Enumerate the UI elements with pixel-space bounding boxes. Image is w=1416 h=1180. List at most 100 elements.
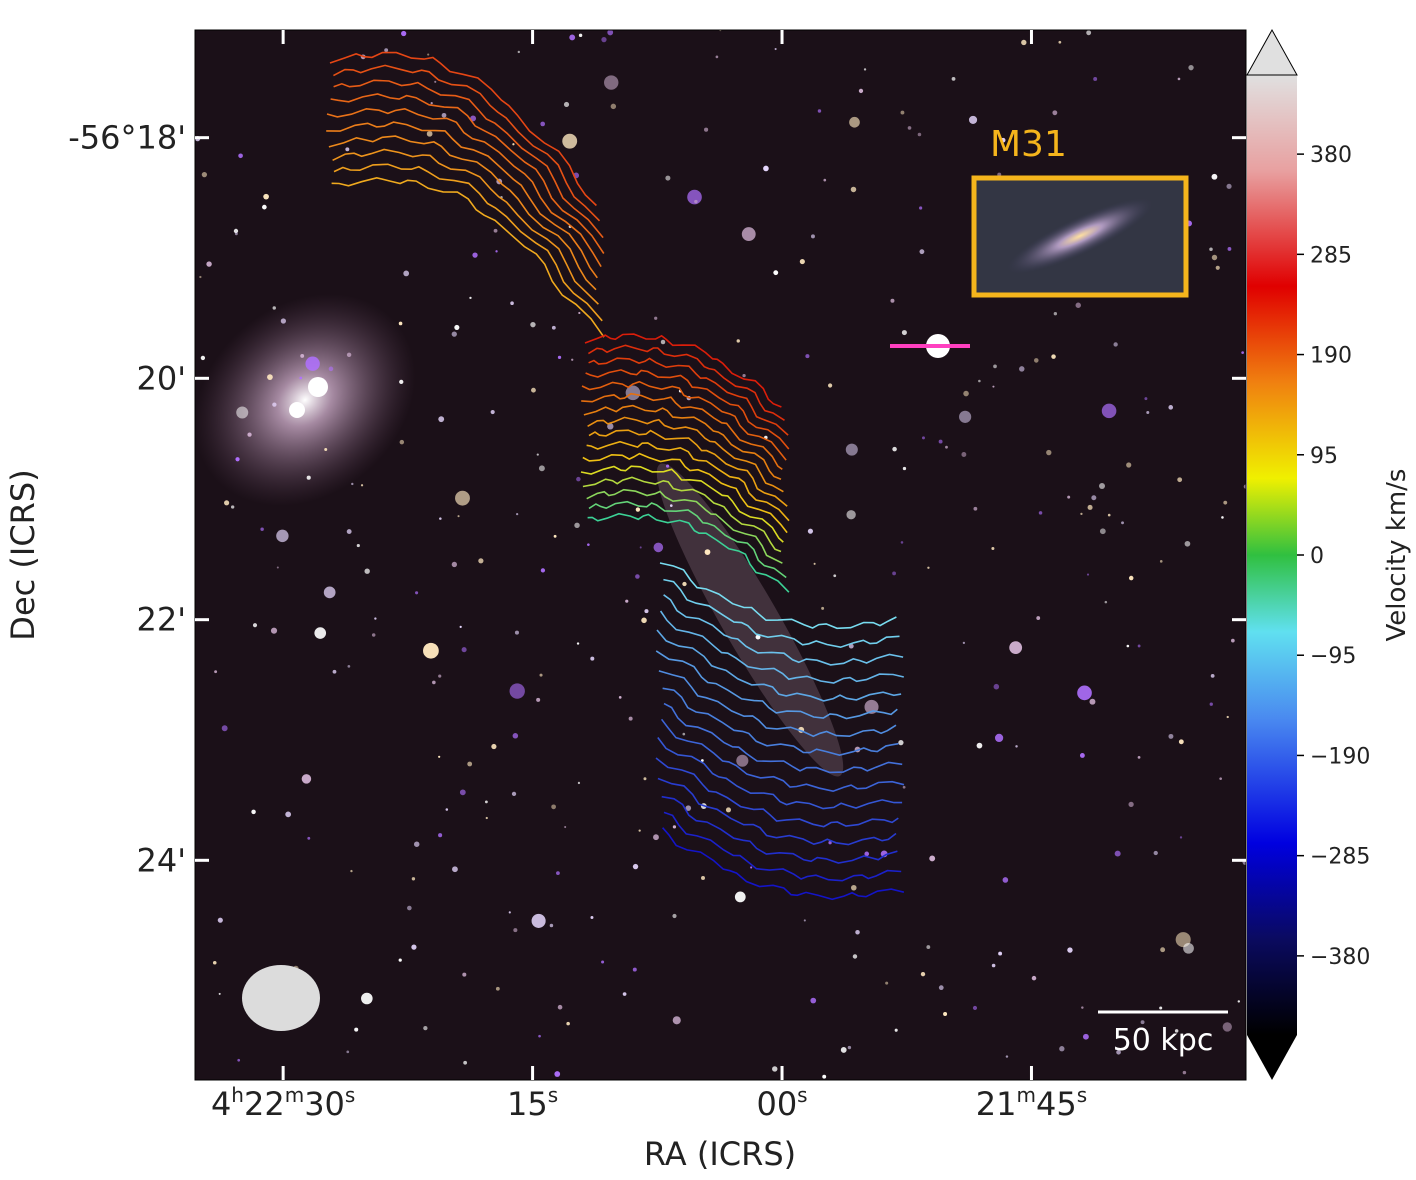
star [430,102,433,105]
star [890,298,895,303]
star [694,199,698,204]
star [1104,600,1108,604]
star [625,599,629,603]
tick-label-part: 30 [304,1085,345,1123]
star [557,1004,563,1010]
tick-label-part: 21 [976,1085,1017,1123]
star [1210,673,1215,678]
sky-layer [195,30,1246,1079]
star [454,324,460,330]
contour [588,357,789,436]
star [512,733,519,739]
star [459,625,462,628]
star [251,809,256,815]
m31-image [1007,198,1153,274]
star [755,634,761,640]
star [810,997,817,1004]
star [920,971,926,977]
star [540,568,546,573]
star [823,178,827,182]
star [564,826,567,829]
star [398,958,402,962]
star [364,568,370,574]
star [323,586,336,599]
star [643,777,647,781]
star [285,811,292,818]
colorbar-tick-label: −95 [1310,644,1356,669]
star [235,457,240,462]
star [833,574,837,578]
star [1222,1022,1232,1032]
star [610,103,617,110]
contour [659,610,904,684]
star [672,913,677,919]
star [272,306,276,310]
star [672,825,677,829]
star [1219,777,1222,781]
contour [333,64,601,222]
star [1223,500,1228,505]
colorbar-tick-label: −380 [1310,945,1370,970]
colorbar-tick-label: −285 [1310,845,1370,870]
star [846,510,856,520]
inset-label: M31 [990,124,1067,165]
star [734,891,746,903]
colorbar-tick-label: 380 [1310,143,1352,168]
star [484,800,488,804]
star [736,339,740,343]
star [1137,755,1141,759]
star [1211,173,1218,180]
star [929,855,936,862]
star [682,732,686,736]
star [687,189,702,205]
star [943,1011,948,1016]
x-axis-label: RA (ICRS) [644,1135,796,1173]
star [510,301,514,306]
star [462,972,467,977]
contour [581,392,783,470]
star [1091,495,1097,501]
x-tick-label: 4h22m30s [211,1083,355,1123]
x-tick-label: 00s [756,1083,807,1123]
contour [332,148,599,305]
star [1209,247,1213,251]
star [750,866,753,869]
star [892,571,896,576]
star [538,465,545,472]
star [1184,540,1191,547]
star [350,869,353,873]
star [972,1005,978,1011]
star [625,385,641,401]
star [361,992,373,1005]
y-tick-label: -56°18' [68,119,186,157]
star [566,1021,570,1026]
star [1038,511,1043,515]
star [1209,702,1213,706]
contour [659,562,897,630]
contour [586,488,783,564]
colorbar-tick-label: 95 [1310,444,1338,469]
star [531,913,546,928]
star [885,981,889,985]
star [576,642,580,645]
star [214,670,218,674]
star [531,387,536,393]
star [485,816,488,820]
star [1036,616,1041,620]
star [423,1026,428,1031]
colorbar-tick-label: 190 [1310,344,1352,369]
star [892,446,897,452]
star [963,390,969,397]
star [1116,1049,1121,1055]
star [332,669,337,674]
star [1227,247,1232,251]
star [551,325,556,330]
star [810,234,815,239]
star [1089,698,1096,705]
star [1128,801,1134,808]
star [491,743,497,750]
contour [655,650,898,720]
star [576,476,581,482]
star [900,541,904,544]
star [850,884,857,891]
